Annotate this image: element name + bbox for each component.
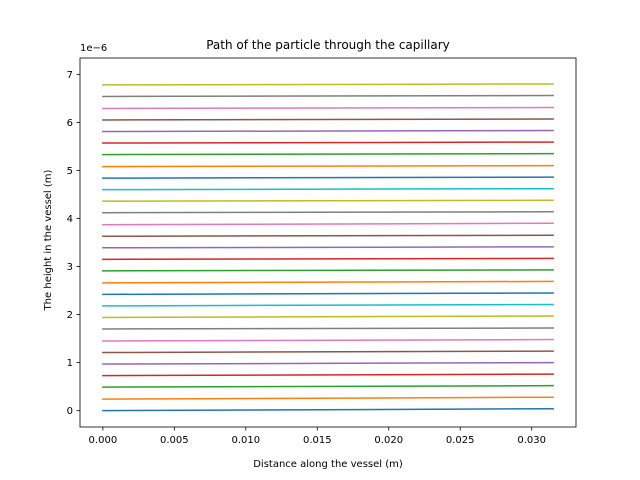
series-line-15 bbox=[102, 246, 554, 249]
y-tick-label: 3 bbox=[67, 262, 73, 273]
y-axis-offset-text: 1e−6 bbox=[80, 43, 107, 54]
series-line-22 bbox=[102, 164, 554, 168]
y-tick-label: 5 bbox=[67, 166, 73, 177]
series-line-20 bbox=[102, 187, 554, 191]
x-tick-label: 0.025 bbox=[446, 435, 475, 446]
series-line-19 bbox=[102, 199, 554, 202]
y-tick-label: 2 bbox=[67, 310, 73, 321]
series-line-5 bbox=[102, 361, 554, 365]
plot-frame bbox=[79, 57, 577, 428]
axes-layer: 0.000 0.005 0.010 0.015 0.020 0.025 0.030 0 1 2 3 4… bbox=[67, 57, 577, 446]
series-line-24 bbox=[102, 141, 554, 144]
series-line-12 bbox=[102, 280, 554, 284]
x-tick-label: 0.020 bbox=[374, 435, 403, 446]
chart-title: Path of the particle through the capilla… bbox=[206, 38, 450, 52]
series-line-4 bbox=[102, 373, 554, 377]
series-layer bbox=[102, 83, 554, 412]
series-line-7 bbox=[102, 338, 554, 342]
x-tick-label: 0.005 bbox=[160, 435, 189, 446]
y-tick-label: 7 bbox=[67, 70, 73, 81]
y-tick-label: 6 bbox=[67, 118, 73, 129]
series-line-3 bbox=[102, 384, 554, 388]
series-line-23 bbox=[102, 152, 554, 156]
series-line-6 bbox=[102, 350, 554, 354]
series-line-2 bbox=[102, 396, 554, 400]
y-tick-label: 4 bbox=[67, 214, 73, 225]
series-line-21 bbox=[102, 176, 554, 179]
series-line-17 bbox=[102, 222, 554, 226]
series-line-18 bbox=[102, 210, 554, 214]
series-line-28 bbox=[102, 94, 554, 98]
series-line-29 bbox=[102, 83, 554, 86]
series-line-8 bbox=[102, 327, 554, 330]
x-tick-label: 0.015 bbox=[303, 435, 332, 446]
series-line-14 bbox=[102, 257, 554, 261]
y-tick-label: 1 bbox=[67, 358, 73, 369]
x-axis-label: Distance along the vessel (m) bbox=[253, 459, 403, 470]
x-tick-label: 0.010 bbox=[231, 435, 260, 446]
series-line-1 bbox=[102, 407, 554, 412]
series-line-10 bbox=[102, 303, 554, 307]
y-tick-label: 0 bbox=[67, 406, 73, 417]
series-line-16 bbox=[102, 234, 554, 238]
series-line-9 bbox=[102, 315, 554, 319]
x-tick-label: 0.030 bbox=[517, 435, 546, 446]
series-line-25 bbox=[102, 129, 554, 133]
x-tick-label: 0.000 bbox=[89, 435, 118, 446]
series-line-27 bbox=[102, 106, 554, 110]
series-line-11 bbox=[102, 292, 554, 296]
series-line-26 bbox=[102, 118, 554, 121]
series-line-13 bbox=[102, 269, 554, 272]
y-axis-label: The height in the vessel (m) bbox=[43, 169, 54, 311]
